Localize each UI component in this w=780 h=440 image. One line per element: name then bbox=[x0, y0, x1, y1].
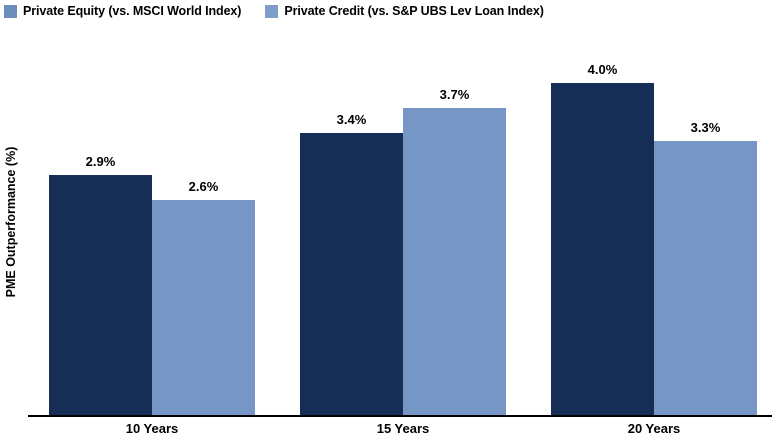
bar-value-label-private-equity-10-years: 2.9% bbox=[85, 154, 116, 169]
legend: Private Equity (vs. MSCI World Index) Pr… bbox=[4, 4, 544, 18]
bar-value-label-private-equity-20-years: 4.0% bbox=[587, 62, 618, 77]
bar-private-equity-10-years bbox=[49, 175, 152, 416]
bar-value-label-private-credit-10-years: 2.6% bbox=[188, 179, 219, 194]
legend-item-private-equity: Private Equity (vs. MSCI World Index) bbox=[4, 4, 241, 18]
legend-item-private-credit: Private Credit (vs. S&P UBS Lev Loan Ind… bbox=[265, 4, 544, 18]
legend-label-private-credit: Private Credit (vs. S&P UBS Lev Loan Ind… bbox=[284, 4, 544, 18]
legend-swatch-private-credit-icon bbox=[265, 4, 279, 18]
bar-private-credit-20-years bbox=[654, 141, 757, 416]
bar-private-credit-10-years bbox=[152, 200, 255, 416]
bar-private-equity-20-years bbox=[551, 83, 654, 416]
bar-private-equity-15-years bbox=[300, 133, 403, 416]
bar-private-credit-15-years bbox=[403, 108, 506, 416]
plot-area: 2.9% 2.6% 3.4% 3.7% 4.0% 3.3% bbox=[49, 62, 757, 416]
bar-value-label-private-credit-20-years: 3.3% bbox=[690, 120, 721, 135]
legend-swatch-private-equity-icon bbox=[4, 4, 17, 18]
x-axis-line bbox=[28, 415, 772, 417]
legend-label-private-equity: Private Equity (vs. MSCI World Index) bbox=[23, 4, 242, 18]
bar-value-label-private-credit-15-years: 3.7% bbox=[439, 87, 470, 102]
bar-value-label-private-equity-15-years: 3.4% bbox=[336, 112, 367, 127]
x-axis-label-10-years: 10 Years bbox=[125, 421, 179, 436]
x-axis-label-15-years: 15 Years bbox=[376, 421, 430, 436]
x-axis-label-20-years: 20 Years bbox=[627, 421, 681, 436]
